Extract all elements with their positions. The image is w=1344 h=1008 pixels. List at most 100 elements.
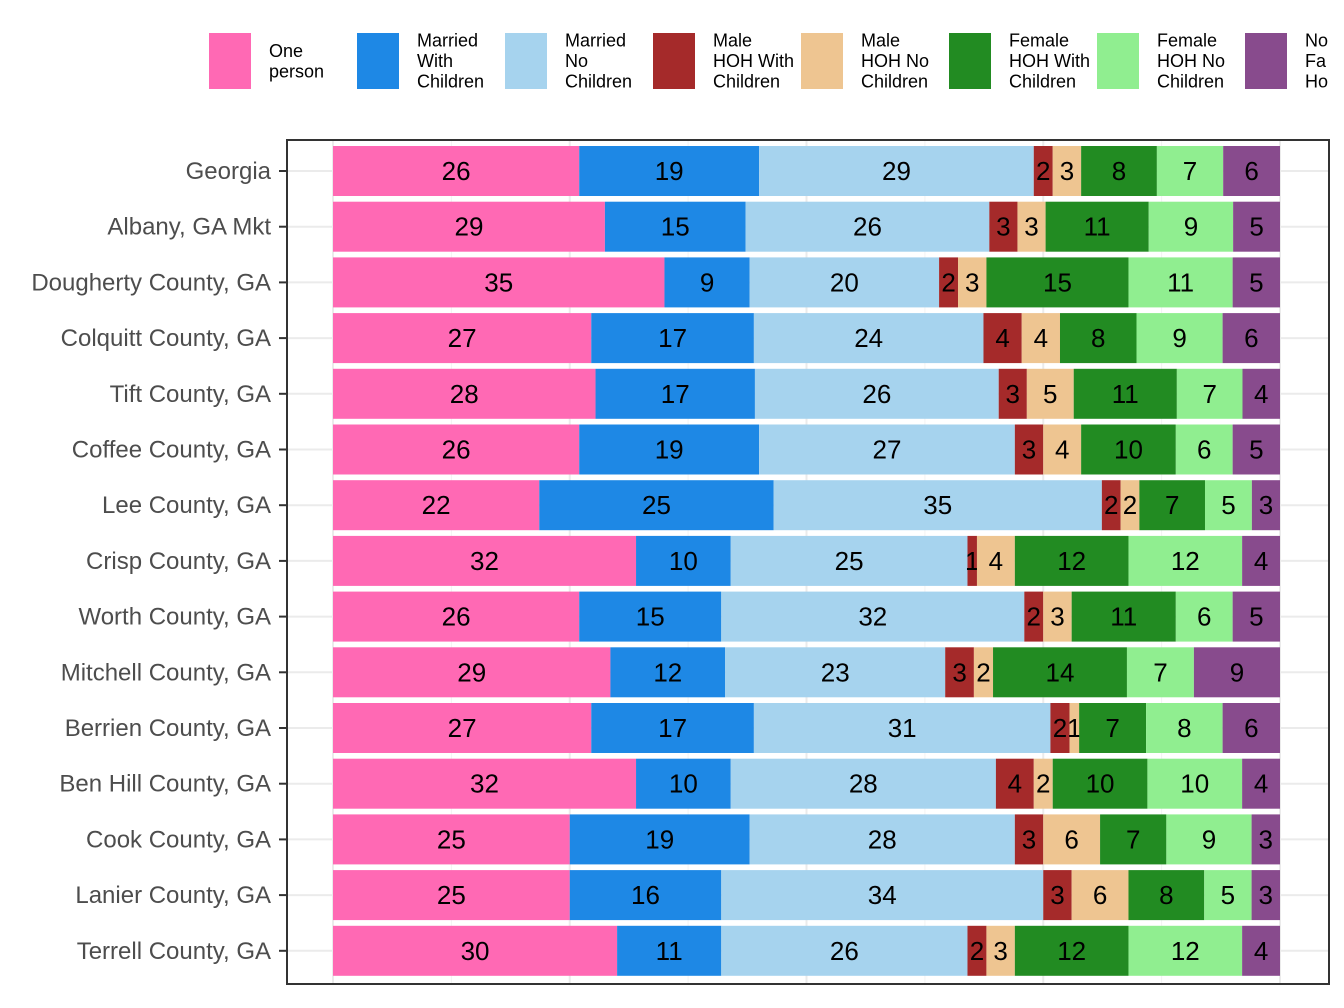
- legend-label: Married: [565, 31, 626, 51]
- bar-row-tift-county-ga: 28 17 26 3 5 11 7 4: [333, 368, 1280, 419]
- bar-segment-male-hoh-no-children: [1071, 870, 1129, 921]
- data-label: 6: [1197, 435, 1211, 465]
- data-label: 6: [1093, 880, 1107, 910]
- bar-segment-one-person: [333, 201, 605, 252]
- bar-segment-female-hoh-with-children: [1014, 535, 1129, 586]
- bar-segment-male-hoh-no-children: [1043, 424, 1082, 475]
- bar-segment-female-hoh-with-children: [1079, 703, 1147, 753]
- y-tick-label: Terrell County, GA: [77, 938, 271, 965]
- data-label: 34: [868, 880, 897, 910]
- data-label: 4: [1254, 379, 1268, 409]
- bar-segment-non-family-household: [1251, 870, 1280, 921]
- data-label: 6: [1244, 323, 1258, 353]
- bar-segment-one-person: [333, 313, 592, 364]
- bar-segment-female-hoh-no-children: [1166, 814, 1252, 865]
- data-label: 29: [457, 657, 486, 687]
- data-label: 15: [636, 602, 665, 632]
- bar-segment-female-hoh-no-children: [1147, 758, 1243, 809]
- bar-segment-married-with-children: [617, 925, 722, 976]
- bar-segment-non-family-household: [1232, 424, 1280, 475]
- y-tick-label: Ben Hill County, GA: [59, 771, 271, 798]
- legend-label: person: [269, 61, 324, 81]
- plot-panel: 26 19 29 2 3 8 7 629 15 26 3 3 11 9 535 9 20 2 3 15 11 527 17 2…: [286, 139, 1330, 985]
- data-label: 7: [1202, 379, 1216, 409]
- legend-label: No: [1305, 31, 1328, 51]
- bar-segment-female-hoh-with-children: [1045, 201, 1149, 252]
- y-tick-label: Worth County, GA: [78, 604, 271, 631]
- data-label: 16: [631, 880, 660, 910]
- data-label: 10: [1180, 769, 1209, 799]
- bar-row-lee-county-ga: 22 25 35 2 2 7 5 3: [333, 480, 1280, 531]
- legend-label: No: [565, 51, 588, 71]
- bar-segment-male-hoh-no-children: [958, 257, 987, 308]
- legend-label: Children: [1157, 72, 1224, 92]
- data-label: 22: [422, 490, 451, 520]
- bar-segment-male-hoh-no-children: [1033, 758, 1053, 809]
- data-label: 17: [658, 713, 687, 743]
- bar-segment-married-with-children: [579, 146, 760, 196]
- legend-label: Married: [417, 31, 478, 51]
- data-label: 9: [1172, 323, 1186, 353]
- data-label: 7: [1105, 713, 1119, 743]
- y-tick-label: Tift County, GA: [110, 381, 271, 408]
- legend: OnepersonMarriedWithChildrenMarriedNoChi…: [209, 31, 1328, 92]
- data-label: 3: [1050, 880, 1064, 910]
- legend-label: With: [417, 51, 453, 71]
- bar-segment-married-no-children: [745, 201, 990, 252]
- bar-segment-male-hoh-no-children: [1026, 368, 1074, 419]
- data-label: 5: [1043, 379, 1057, 409]
- bar-row-ben-hill-county-ga: 32 10 28 4 2 10 10 4: [333, 758, 1280, 809]
- data-label: 3: [996, 212, 1010, 242]
- bar-segment-married-no-children: [721, 591, 1025, 642]
- data-label: 7: [1165, 490, 1179, 520]
- bar-segment-non-family-household: [1242, 925, 1280, 976]
- data-label: 12: [1171, 936, 1200, 966]
- legend-label: Fa: [1305, 51, 1327, 71]
- data-label: 10: [1114, 435, 1143, 465]
- legend-key: [653, 33, 695, 89]
- bar-segment-one-person: [333, 146, 580, 196]
- bar-segment-one-person: [333, 814, 570, 865]
- bar-segment-male-hoh-no-children: [976, 535, 1015, 586]
- bar-segment-non-family-household: [1232, 591, 1280, 642]
- data-label: 35: [484, 267, 513, 297]
- bar-segment-one-person: [333, 480, 540, 531]
- data-label: 2: [1036, 769, 1050, 799]
- panel-border: [286, 139, 1330, 985]
- data-label: 11: [1112, 379, 1139, 409]
- bar-segment-male-hoh-with-children: [995, 758, 1034, 809]
- legend-key: [1245, 33, 1287, 89]
- data-label: 2: [1027, 602, 1041, 632]
- bar-segment-one-person: [333, 257, 665, 308]
- data-label: 5: [1249, 267, 1263, 297]
- data-label: 5: [1249, 602, 1263, 632]
- data-label: 19: [655, 435, 684, 465]
- data-label: 32: [470, 769, 499, 799]
- data-label: 11: [656, 936, 683, 966]
- data-label: 26: [830, 936, 859, 966]
- legend-label: HOH With: [713, 51, 794, 71]
- data-label: 1: [965, 546, 979, 576]
- data-label: 10: [1086, 769, 1115, 799]
- data-label: 1: [1067, 713, 1081, 743]
- legend-label: Ho: [1305, 72, 1328, 92]
- bar-segment-female-hoh-with-children: [1073, 368, 1177, 419]
- bar-segment-male-hoh-no-children: [1069, 703, 1080, 753]
- bar-segment-male-hoh-with-children: [998, 368, 1027, 419]
- data-label: 4: [1254, 769, 1268, 799]
- data-label: 17: [661, 379, 690, 409]
- y-tick-label: Georgia: [186, 158, 272, 185]
- legend-label: Female: [1157, 31, 1217, 51]
- data-label: 25: [642, 490, 671, 520]
- bar-segment-one-person: [333, 925, 618, 976]
- bar-segment-female-hoh-no-children: [1156, 146, 1224, 196]
- data-label: 11: [1110, 602, 1137, 632]
- bar-segment-male-hoh-no-children: [986, 925, 1015, 976]
- bar-segment-non-family-household: [1222, 313, 1280, 364]
- legend-label: Male: [713, 31, 752, 51]
- bar-segment-married-no-children: [773, 480, 1102, 531]
- data-label: 15: [661, 212, 690, 242]
- bar-row-terrell-county-ga: 30 11 26 2 3 12 12 4: [333, 925, 1280, 976]
